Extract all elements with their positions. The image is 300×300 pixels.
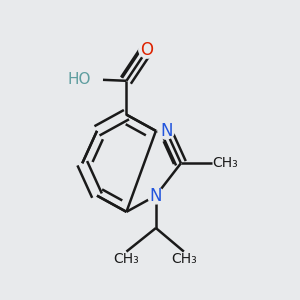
- Circle shape: [139, 42, 155, 58]
- Text: CH₃: CH₃: [212, 156, 238, 170]
- Circle shape: [158, 123, 174, 139]
- Text: CH₃: CH₃: [114, 252, 139, 266]
- Text: O: O: [141, 41, 154, 59]
- Circle shape: [80, 68, 102, 91]
- Circle shape: [148, 188, 164, 204]
- Text: HO: HO: [68, 72, 91, 87]
- Text: N: N: [150, 187, 162, 205]
- Text: N: N: [160, 122, 172, 140]
- Text: CH₃: CH₃: [171, 252, 197, 266]
